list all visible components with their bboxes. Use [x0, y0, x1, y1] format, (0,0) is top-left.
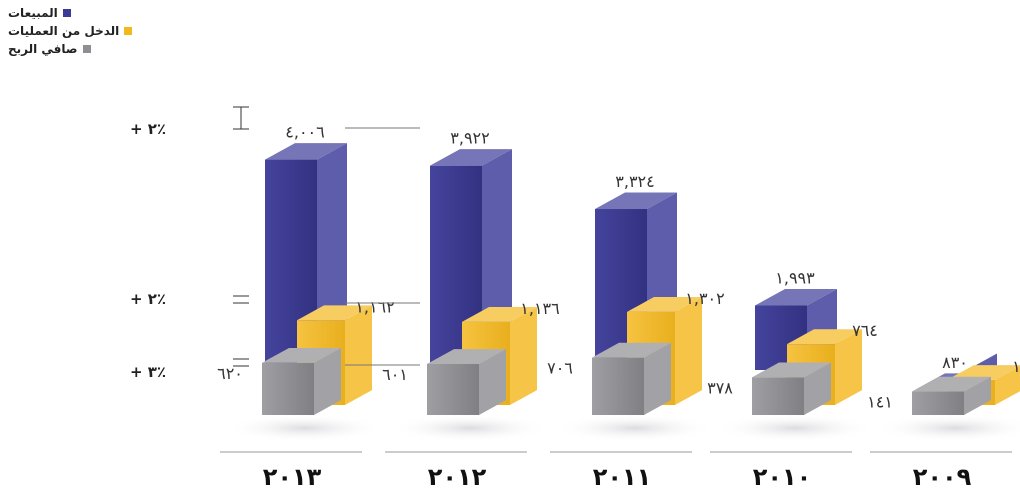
bar-opinc-4-side	[995, 366, 1020, 405]
bar-net-3	[752, 362, 831, 415]
legend-label-net-profit: صافي الربح	[8, 42, 78, 56]
legend-swatch-operating-income	[124, 27, 133, 35]
category-label-4: ٢٠٠٩	[913, 463, 972, 491]
category-label-1: ٢٠١٢	[428, 463, 487, 491]
legend-swatch-net-profit	[82, 45, 91, 53]
label-opinc-3: ٧٦٤	[852, 321, 878, 340]
bar-net-1-side	[479, 349, 506, 415]
bar-opinc-2-top	[627, 297, 702, 312]
bar-opinc-0-top	[297, 305, 372, 321]
bar-net-3-front	[752, 377, 804, 415]
bar-net-4-front	[912, 391, 964, 415]
bar-opinc-3-side	[835, 329, 862, 405]
label-sales-4: ٨٣٠	[942, 353, 968, 372]
bar-net-2-side	[644, 342, 671, 415]
bar-opinc-1-top	[462, 306, 537, 322]
label-sales-1: ٣,٩٢٢	[450, 129, 489, 148]
chart-legend: المبيعات الدخل من العمليات صافي الربح	[8, 4, 168, 58]
legend-item-operating-income: الدخل من العمليات	[8, 22, 168, 40]
bar-opinc-2-side	[675, 297, 702, 405]
label-net-3: ٣٧٨	[707, 378, 733, 397]
bar-net-1-top	[427, 349, 506, 364]
bar-net-1-front	[427, 363, 479, 415]
category-label-0: ٢٠١٣	[263, 463, 322, 491]
bar-net-0	[262, 347, 341, 415]
label-opinc-1: ١,١٣٦	[520, 299, 559, 318]
legend-label-sales: المبيعات	[8, 6, 58, 20]
label-opinc-2: ١,٣٠٢	[685, 289, 724, 308]
category-label-2: ٢٠١١	[593, 463, 652, 491]
bar-net-2-top	[592, 342, 671, 358]
legend-item-sales: المبيعات	[8, 4, 168, 22]
bar-sales-2-top	[595, 192, 677, 210]
bar-net-2	[592, 342, 671, 415]
category-label-3: ٢٠١٠	[753, 463, 812, 491]
bar-net-0-front	[262, 362, 314, 415]
legend-item-net-profit: صافي الربح	[8, 40, 168, 58]
label-net-0: ٦٢٠	[217, 364, 243, 383]
bar-net-4	[912, 376, 991, 415]
growth-label-sales: + ٢٪	[130, 120, 166, 138]
bar-sales-1-top	[430, 149, 512, 166]
bar-net-3-side	[804, 362, 831, 415]
label-sales-2: ٣,٣٢٤	[615, 172, 654, 191]
bar-net-1	[427, 349, 506, 415]
bar-opinc-3-top	[787, 329, 862, 345]
floor-shadow-2	[555, 414, 715, 442]
floor-shadow-1	[390, 414, 550, 442]
bar-net-2-front	[592, 357, 644, 415]
bar-net-4-top	[912, 376, 991, 392]
floor-shadow-3	[715, 414, 875, 442]
bar-opinc-4-top	[947, 365, 1020, 380]
bar-net-0-top	[262, 347, 341, 363]
bar-sales-3-top	[755, 289, 837, 306]
label-net-4: ١٤١	[867, 393, 893, 412]
legend-label-operating-income: الدخل من العمليات	[8, 24, 120, 38]
bar-net-4-side	[964, 376, 991, 415]
legend-swatch-sales	[62, 9, 71, 17]
growth-label-net-profit: + ٣٪	[130, 363, 166, 381]
label-sales-3: ١,٩٩٣	[775, 269, 815, 288]
bar-net-0-side	[314, 347, 341, 415]
bar-opinc-1-side	[510, 306, 537, 405]
bar-opinc-0-side	[345, 305, 372, 405]
label-opinc-0: ١,١٦٢	[355, 297, 394, 316]
label-net-2: ٧٠٦	[547, 359, 573, 378]
label-opinc-4: ١٦٨	[1012, 357, 1020, 376]
bar-sales-0-top	[265, 143, 347, 160]
bar-net-3-top	[752, 362, 831, 378]
floor-shadow-0	[225, 414, 385, 442]
label-sales-0: ٤,٠٠٦	[285, 123, 324, 142]
growth-label-operating-income: + ٢٪	[130, 290, 166, 308]
floor-shadow-4	[875, 414, 1020, 442]
label-net-1: ٦٠١	[382, 365, 408, 384]
